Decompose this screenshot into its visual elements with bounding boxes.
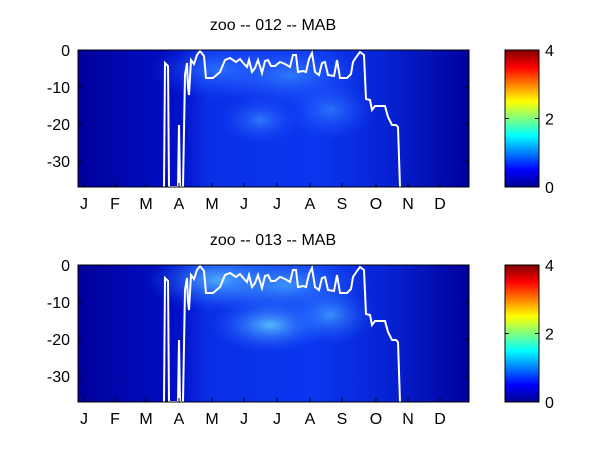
- x-tick-label: M: [139, 411, 152, 428]
- x-tick-label: M: [205, 411, 218, 428]
- y-tick-label: -10: [47, 295, 70, 312]
- x-tick-label: J: [273, 196, 281, 213]
- x-tick-label: D: [434, 196, 446, 213]
- x-tick-label: F: [110, 196, 120, 213]
- panel-1-mixed-layer-line: [163, 49, 401, 188]
- colorbar-tick-label: 0: [545, 180, 554, 197]
- y-tick-label: -30: [47, 369, 70, 386]
- colorbar-tick-label: 2: [545, 327, 554, 344]
- x-tick-label: J: [240, 411, 248, 428]
- y-tick-label: -30: [47, 154, 70, 171]
- panel-2-colorbar: 0 2 4: [504, 258, 554, 412]
- x-tick-label: A: [174, 411, 185, 428]
- y-tick-label: -20: [47, 332, 70, 349]
- panel-1-ticks: 0 -10 -20 -30 J F M A M J J A S O N D: [47, 43, 469, 213]
- x-tick-label: N: [402, 196, 414, 213]
- panel-1-heatmap: [78, 50, 469, 187]
- y-tick-label: 0: [61, 258, 70, 275]
- x-tick-label: J: [80, 196, 88, 213]
- panel-2-mixed-layer-line: [163, 264, 401, 403]
- x-tick-label: A: [174, 196, 185, 213]
- panel-2-heatmap: [78, 265, 469, 402]
- x-tick-label: N: [402, 411, 414, 428]
- x-tick-label: F: [110, 411, 120, 428]
- panel-2-ticks: 0 -10 -20 -30 J F M A M J J A S O N D: [47, 258, 469, 428]
- panel-2-axes-frame: [77, 264, 470, 403]
- panel-1-colorbar: 0 2 4: [504, 43, 554, 197]
- x-tick-label: D: [434, 411, 446, 428]
- y-tick-label: -10: [47, 80, 70, 97]
- x-tick-label: M: [139, 196, 152, 213]
- x-tick-label: A: [305, 411, 316, 428]
- x-tick-label: S: [337, 411, 348, 428]
- x-tick-label: J: [240, 196, 248, 213]
- panel-1-title: zoo -- 012 -- MAB: [210, 17, 336, 34]
- colorbar-tick-label: 2: [545, 112, 554, 129]
- colorbar-tick-label: 0: [545, 395, 554, 412]
- panel-2: zoo -- 013 -- MAB 0 -10 -20 -30 J F M A M J J A S O N D…: [47, 232, 554, 428]
- colorbar-tick-label: 4: [545, 43, 554, 60]
- x-tick-label: O: [370, 196, 382, 213]
- x-tick-label: A: [305, 196, 316, 213]
- x-tick-label: O: [370, 411, 382, 428]
- x-tick-label: J: [80, 411, 88, 428]
- panel-1-axes-frame: [77, 49, 470, 188]
- x-tick-label: J: [273, 411, 281, 428]
- y-tick-label: 0: [61, 43, 70, 60]
- panel-1: zoo -- 012 -- MAB 0 -10 -20 -30 J F M A M J J A S O N D…: [47, 17, 554, 213]
- y-tick-label: -20: [47, 117, 70, 134]
- panel-2-title: zoo -- 013 -- MAB: [210, 232, 336, 249]
- x-tick-label: M: [205, 196, 218, 213]
- colorbar-tick-label: 4: [545, 258, 554, 275]
- x-tick-label: S: [337, 196, 348, 213]
